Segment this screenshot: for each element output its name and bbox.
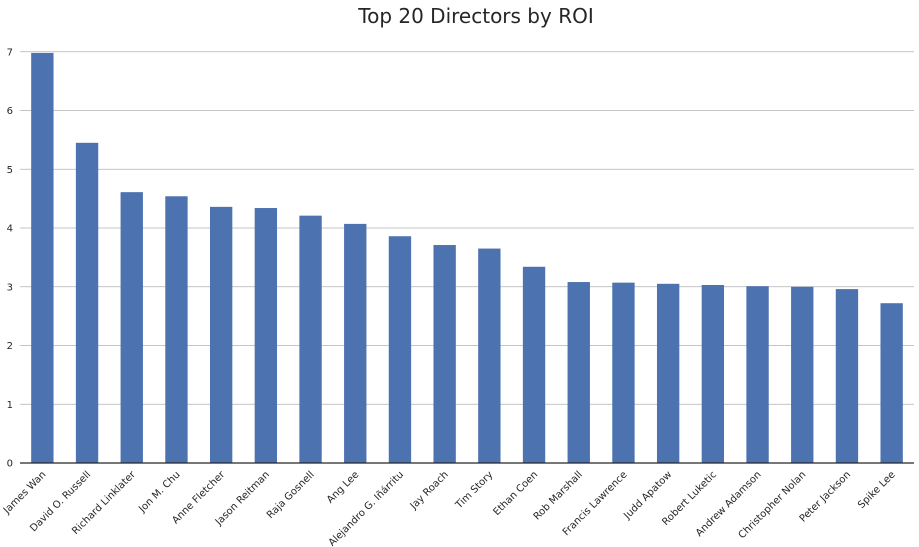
bar (76, 143, 98, 463)
bars (31, 53, 903, 463)
bar (657, 284, 679, 463)
bar (702, 285, 724, 463)
bar (31, 53, 53, 463)
bar (612, 283, 634, 463)
y-tick-label: 0 (7, 459, 13, 470)
gridlines (20, 52, 914, 405)
chart-title: Top 20 Directors by ROI (357, 4, 593, 28)
bar (165, 196, 187, 463)
bar (121, 192, 143, 463)
bar (389, 236, 411, 463)
y-axis-tick-labels: 0 1 2 3 4 5 6 7 (7, 47, 13, 469)
x-category-label: Jon M. Chu (136, 469, 182, 515)
bar (836, 289, 858, 463)
bar (344, 224, 366, 463)
bar (433, 245, 455, 463)
y-tick-label: 7 (7, 47, 13, 58)
x-category-label: Spike Lee (856, 469, 898, 511)
y-tick-label: 5 (7, 165, 13, 176)
bar (478, 249, 500, 463)
bar (746, 286, 768, 463)
bar (880, 303, 902, 463)
x-category-label: Ang Lee (325, 469, 361, 505)
x-category-label: Tim Story (453, 469, 495, 511)
bar (523, 267, 545, 463)
bar (299, 216, 321, 463)
x-category-label: Raja Gosnell (265, 469, 317, 521)
x-category-label: James Wan (1, 469, 48, 516)
y-tick-label: 6 (7, 106, 13, 117)
x-category-label: Ethan Coen (492, 469, 541, 518)
y-tick-label: 3 (7, 282, 13, 293)
bar (210, 207, 232, 463)
bar (255, 208, 277, 463)
y-tick-label: 2 (7, 341, 13, 352)
y-tick-label: 4 (7, 224, 13, 235)
y-tick-label: 1 (7, 400, 13, 411)
x-category-label: Alejandro G. Iñárritu (326, 469, 406, 547)
bar (568, 282, 590, 463)
x-category-label: Jay Roach (408, 469, 451, 512)
bar (791, 287, 813, 463)
